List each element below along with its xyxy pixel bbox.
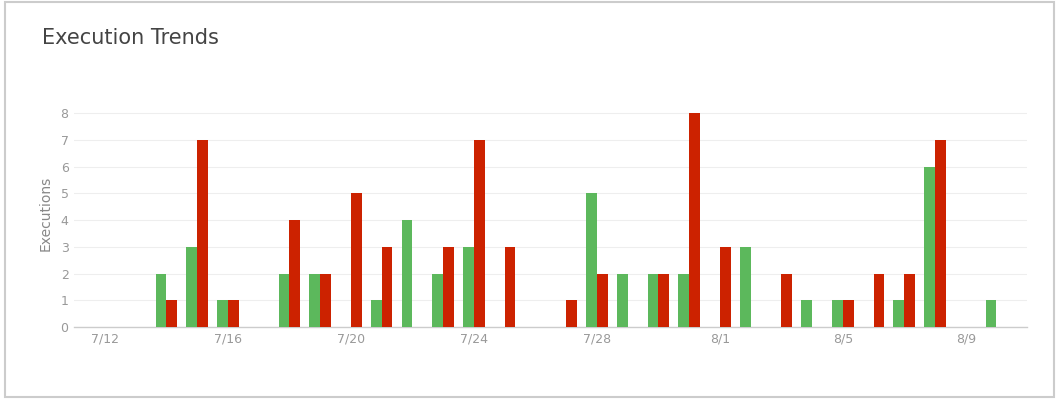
Bar: [874, 274, 884, 327]
Bar: [228, 300, 238, 327]
Bar: [504, 247, 516, 327]
Bar: [616, 274, 628, 327]
Bar: [740, 247, 751, 327]
Bar: [647, 274, 659, 327]
Bar: [443, 247, 454, 327]
Bar: [782, 274, 792, 327]
Bar: [597, 274, 608, 327]
Bar: [463, 247, 473, 327]
Bar: [186, 247, 197, 327]
Bar: [843, 300, 854, 327]
Bar: [832, 300, 843, 327]
Bar: [217, 300, 228, 327]
Bar: [401, 220, 412, 327]
Bar: [351, 194, 361, 327]
Bar: [904, 274, 915, 327]
Bar: [586, 194, 597, 327]
Bar: [309, 274, 320, 327]
Bar: [371, 300, 381, 327]
Bar: [289, 220, 300, 327]
Bar: [156, 274, 166, 327]
Bar: [894, 300, 904, 327]
Bar: [432, 274, 443, 327]
Bar: [986, 300, 997, 327]
Bar: [678, 274, 689, 327]
Bar: [381, 247, 392, 327]
Bar: [935, 140, 946, 327]
Bar: [320, 274, 330, 327]
Bar: [659, 274, 669, 327]
Text: Execution Trends: Execution Trends: [42, 28, 219, 48]
Bar: [166, 300, 177, 327]
Bar: [925, 167, 935, 327]
Bar: [473, 140, 485, 327]
Bar: [689, 113, 700, 327]
Bar: [279, 274, 289, 327]
Bar: [197, 140, 208, 327]
Bar: [802, 300, 812, 327]
Bar: [720, 247, 731, 327]
Y-axis label: Executions: Executions: [38, 176, 52, 251]
Bar: [567, 300, 577, 327]
